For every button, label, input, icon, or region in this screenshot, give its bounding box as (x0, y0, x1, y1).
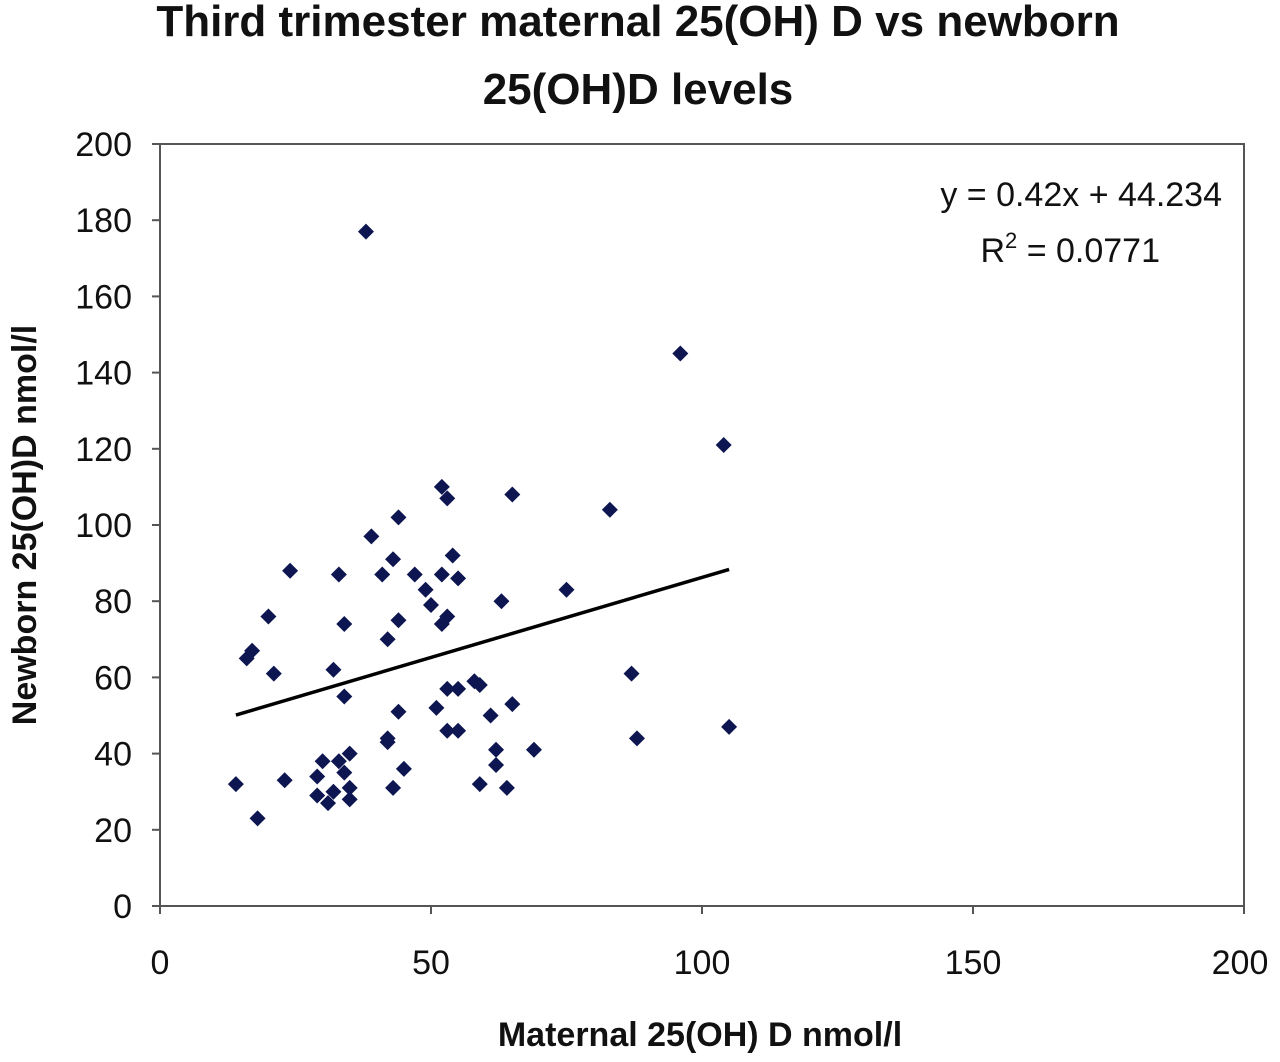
data-point (482, 707, 499, 724)
data-point (336, 688, 353, 705)
r-squared-value: = 0.0771 (1017, 232, 1160, 270)
data-point (439, 722, 456, 739)
data-point (450, 570, 467, 587)
data-point (672, 345, 689, 362)
y-tick-label: 100 (75, 507, 132, 545)
y-tick-label: 160 (75, 278, 132, 316)
x-tick-label: 100 (674, 944, 731, 982)
data-point (428, 699, 445, 716)
data-point (374, 566, 391, 583)
data-point (325, 783, 342, 800)
data-point (471, 776, 488, 793)
data-point (493, 593, 510, 610)
data-point (439, 680, 456, 697)
y-tick-label: 20 (94, 812, 132, 850)
data-point (450, 680, 467, 697)
data-point (260, 608, 277, 625)
data-point (325, 661, 342, 678)
x-tick-label: 150 (945, 944, 1002, 982)
trendline-equation: y = 0.42x + 44.234 (940, 176, 1222, 214)
data-point (623, 665, 640, 682)
x-tick-label: 50 (412, 944, 450, 982)
y-tick-label: 80 (94, 583, 132, 621)
chart-title-line-2: 25(OH)D levels (483, 65, 794, 114)
data-points (227, 223, 738, 827)
data-point (276, 772, 293, 789)
data-point (390, 703, 407, 720)
data-point (309, 768, 326, 785)
data-point (558, 581, 575, 598)
data-point (249, 810, 266, 827)
data-point (244, 642, 261, 659)
y-tick-label: 180 (75, 202, 132, 240)
data-point (282, 562, 299, 579)
data-point (379, 734, 396, 751)
data-point (363, 528, 380, 545)
y-tick-label: 200 (75, 126, 132, 164)
data-point (385, 551, 402, 568)
data-point (336, 764, 353, 781)
r-squared-superscript: 2 (1005, 228, 1017, 253)
y-tick-label: 40 (94, 736, 132, 774)
trendline (235, 567, 730, 717)
x-tick-label: 0 (151, 944, 170, 982)
data-point (390, 509, 407, 526)
data-point (341, 745, 358, 762)
data-point (379, 631, 396, 648)
y-tick-label: 60 (94, 659, 132, 697)
data-point (471, 677, 488, 694)
y-tick-label: 120 (75, 431, 132, 469)
data-point (433, 566, 450, 583)
data-point (227, 776, 244, 793)
data-point (488, 741, 505, 758)
data-point (357, 223, 374, 240)
y-tick-label: 0 (113, 888, 132, 926)
data-point (417, 581, 434, 598)
r-squared-prefix: R (980, 232, 1005, 270)
data-point (450, 722, 467, 739)
chart-title-line-1: Third trimester maternal 25(OH) D vs new… (156, 0, 1119, 46)
data-point (423, 597, 439, 614)
data-point (628, 730, 645, 747)
x-tick-label: 200 (1212, 944, 1269, 982)
data-point (341, 779, 358, 796)
data-point (525, 741, 542, 758)
y-tick-label: 140 (75, 355, 132, 393)
data-point (309, 787, 326, 804)
data-point (504, 696, 521, 713)
data-point (341, 791, 358, 808)
data-point (265, 665, 282, 682)
data-point (721, 718, 738, 735)
data-point (330, 753, 347, 770)
y-axis-title: Newborn 25(OH)D nmol/l (6, 325, 44, 725)
data-point (385, 779, 402, 796)
data-point (601, 501, 618, 518)
data-point (488, 757, 505, 774)
r-squared-label: R2 = 0.0771 (980, 228, 1160, 270)
x-axis-title: Maternal 25(OH) D nmol/l (498, 1016, 902, 1054)
data-point (320, 795, 337, 812)
data-point (504, 486, 521, 503)
data-point (444, 547, 461, 564)
data-point (314, 753, 331, 770)
data-point (395, 760, 412, 777)
data-point (439, 608, 456, 625)
y-axis: 0 20 40 60 80 100 120 140 160 180 200 (75, 126, 160, 926)
x-axis: 0 50 100 150 200 (151, 906, 1269, 982)
data-point (439, 490, 456, 507)
data-point (336, 616, 353, 633)
data-point (330, 566, 347, 583)
data-point (406, 566, 423, 583)
data-point (390, 612, 407, 629)
data-point (498, 779, 515, 796)
data-point (715, 436, 732, 453)
data-point (433, 478, 450, 495)
